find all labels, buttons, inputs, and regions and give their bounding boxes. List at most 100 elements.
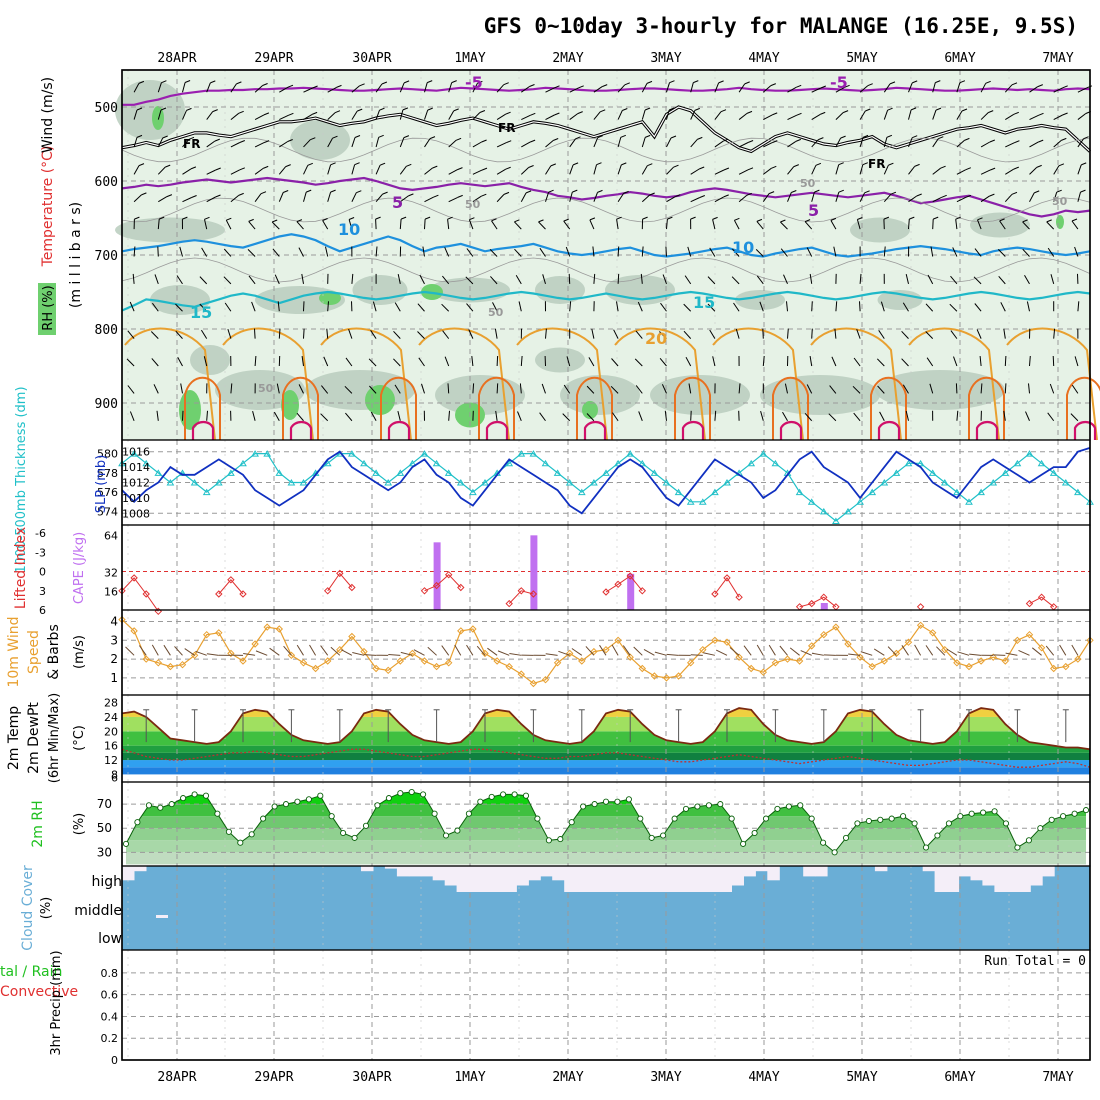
wind-barb-flag [723,167,730,171]
wind-barb-flag [554,112,560,116]
thickness-point [505,459,514,467]
rh2m-point [340,829,347,837]
isotherm-line [121,290,1091,312]
upper-ylabel-wind: Wind (m/s) [40,77,56,153]
isotherm-20-line [908,327,1000,441]
wind-barb-flag [1036,164,1042,168]
rh2m-point [728,815,735,822]
wind-barb-flag [332,135,338,139]
wind10-barb [388,654,401,656]
wind10-barb [622,645,631,656]
wind10-barb [1045,645,1055,656]
wind-barb-flag [525,190,532,194]
wind10-barb [309,644,317,656]
wind10-barb [341,649,353,656]
wind-barb [468,329,474,339]
thickness-tick-label: 576 [97,486,118,499]
date-label-top: 6MAY [944,51,975,66]
thickness-point [759,450,768,457]
rh2m-point [385,795,392,802]
wind-barb [756,275,764,285]
wind-barb [763,114,773,121]
rh-contour-line [121,137,1091,163]
wind-barb-flag [1034,190,1040,194]
cloud-high-gap [134,866,147,872]
wind-barb-flag [427,107,433,111]
wind-barb [204,219,208,230]
wind-barb [956,82,961,93]
wind-barb-flag [820,85,826,89]
wind10-speed-point [662,674,671,682]
wind-barb-flag [288,112,294,116]
wind-barb [327,301,329,312]
thickness-point [638,459,647,467]
wind-barb [521,114,531,121]
date-label-top: 30APR [352,51,391,66]
cloud-high-gap [647,866,661,892]
wind-barb [835,86,845,93]
thickness-point [916,459,925,467]
wind-barb [829,385,837,394]
cloud-high-gap [719,866,732,892]
wind-barb [538,221,546,230]
wind-barb-flag [596,162,602,166]
wind-barb [156,410,159,421]
wind-barb [301,273,304,284]
wind10-speed-point [178,660,187,669]
wind-barb-flag [236,81,242,85]
thickness-point [432,459,441,467]
wind10-barb [269,647,280,656]
wind-barb-flag [961,108,968,112]
wind-barb-flag [989,193,995,197]
wind10-barb [466,644,474,656]
date-label-bottom: 1MAY [454,1070,485,1085]
wind-barb [980,141,991,148]
wind-barb-flag [138,163,145,167]
minmax-ylabel: (6hr Min/Max) [47,693,62,783]
wind-barb [641,109,646,120]
isotherm-20-line [712,327,804,441]
lifted-index-point [323,587,332,595]
isotherm-line [121,176,1091,218]
wind-barb [883,110,889,120]
rh2m-point [842,834,850,841]
wind-barb [762,167,772,175]
lifted-index-tick-label: 3 [39,585,46,598]
lifted-index-point [735,593,743,601]
wind-barb [664,410,667,421]
lifted-index-point [820,593,828,601]
wind-barb [206,169,216,175]
wind-barb [853,412,861,422]
rh2m-point [202,792,210,799]
wind10-barb [454,644,462,656]
wind-barb [973,276,982,285]
wind-barb [709,329,716,339]
wind10-speed-point [529,679,538,688]
wind10-barb [184,648,195,656]
cloud-high-gap [408,866,422,877]
wind-barb-flag [214,138,220,142]
wind10-speed-point [565,649,574,658]
wind-barb-flag [699,195,705,198]
wind-barb [780,221,788,230]
wind-barb [495,410,498,421]
wind-barb-flag [238,192,244,196]
wind-barb [448,110,455,120]
wind-barb-flag [670,135,677,139]
contour-label: 5 [392,193,403,212]
wind-barb-flag [272,219,278,223]
wind-barb [1077,191,1081,202]
wind-barb [424,219,426,230]
cloud-high-gap [958,866,971,877]
wind-barb [472,112,481,120]
run-total-label: Run Total = 0 [984,954,1086,969]
wind-barb [1003,328,1006,339]
wind-barb [592,246,595,257]
wind10-barb [1071,644,1079,656]
wind-barb [351,137,356,148]
wind-barb [273,411,280,422]
rh-90-blob [319,291,341,305]
wind10-speed-line [121,619,1091,685]
wind-barb [586,385,595,394]
wind-barb-flag [1038,139,1044,143]
